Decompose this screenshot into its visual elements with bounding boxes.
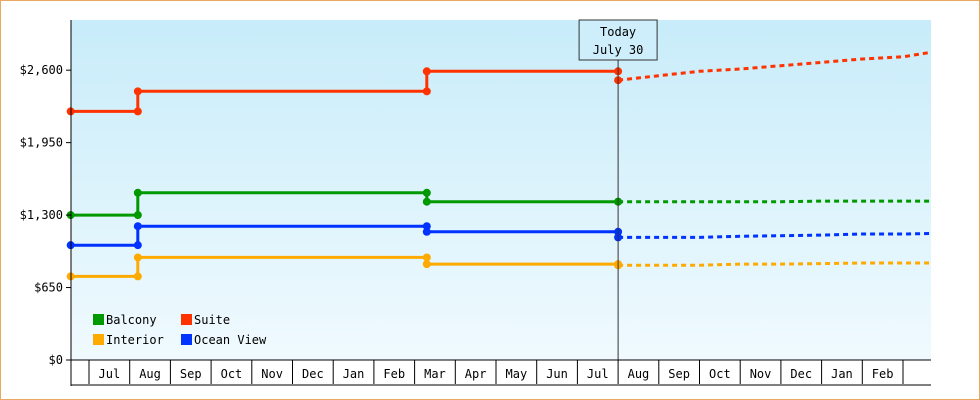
y-tick-label: $1,300 [20, 208, 63, 222]
series-suite-forecast-line [617, 50, 932, 82]
x-tick-label: Dec [790, 367, 812, 381]
x-tick-label: Feb [383, 367, 405, 381]
x-tick-label: May [506, 367, 528, 381]
series-ocean-view-forecast-line [618, 232, 932, 239]
y-axis-ticks: $0 $650 $1,300 $1,950 $2,600 [20, 63, 71, 367]
y-tick-label: $1,950 [20, 136, 63, 150]
legend-label-suite: Suite [194, 313, 230, 327]
series-ocean-view-point [422, 227, 431, 236]
series-suite-history-line [70, 69, 619, 113]
x-tick-label: Jan [831, 367, 853, 381]
series-interior-point [133, 253, 142, 262]
series-ocean-view-history-line [70, 224, 619, 247]
series-balcony-history-line [70, 191, 619, 217]
x-tick-label: Sep [668, 367, 690, 381]
series-ocean-view-point [133, 241, 142, 250]
x-tick-label: Nov [261, 367, 283, 381]
x-tick-label: Feb [872, 367, 894, 381]
series-interior-point [422, 260, 431, 269]
y-tick-label: $2,600 [20, 63, 63, 77]
x-tick-label: Jul [99, 367, 121, 381]
today-marker: Today July 30 [578, 19, 658, 61]
legend-swatch-interior [93, 334, 104, 345]
series-layer [66, 50, 932, 281]
series-balcony-point [133, 188, 142, 197]
y-tick-label: $650 [34, 281, 63, 295]
series-balcony-point [422, 197, 431, 206]
series-suite-point [133, 107, 142, 116]
series-suite-point [422, 87, 431, 96]
series-suite-point [133, 87, 142, 96]
series-balcony-point [422, 188, 431, 197]
legend-label-interior: Interior [106, 333, 164, 347]
x-tick-label: Jan [343, 367, 365, 381]
legend-swatch-ocean-view [181, 334, 192, 345]
x-tick-label: Jun [546, 367, 568, 381]
series-interior-point [422, 253, 431, 262]
legend-label-ocean-view: Ocean View [194, 333, 267, 347]
series-interior-history-line [70, 255, 619, 278]
today-label-line2: July 30 [593, 43, 644, 57]
x-tick-label: Oct [221, 367, 243, 381]
x-tick-label: Aug [139, 367, 161, 381]
x-tick-label: Jul [587, 367, 609, 381]
x-tick-label: Mar [424, 367, 446, 381]
series-suite-point [422, 67, 431, 76]
x-tick-label: Aug [628, 367, 650, 381]
legend-swatch-balcony [93, 314, 104, 325]
y-tick-label: $0 [49, 353, 63, 367]
today-label-line1: Today [600, 25, 636, 39]
x-tick-label: Nov [750, 367, 772, 381]
legend-label-balcony: Balcony [106, 313, 157, 327]
series-balcony-forecast-line [618, 199, 931, 204]
legend-swatch-suite [181, 314, 192, 325]
plot-area [71, 20, 931, 360]
x-tick-label: Dec [302, 367, 324, 381]
series-ocean-view-point [133, 222, 142, 231]
x-tick-label: Oct [709, 367, 731, 381]
x-tick-label: Sep [180, 367, 202, 381]
series-ocean-view-point [422, 222, 431, 231]
x-tick-label: Apr [465, 367, 487, 381]
series-interior-point [133, 272, 142, 281]
series-balcony-point [133, 211, 142, 220]
series-interior-forecast-line [618, 261, 931, 267]
legend: Balcony Suite Interior Ocean View [93, 313, 267, 347]
today-label-box [578, 19, 658, 61]
x-axis-ticks: Jul Aug Sep Oct Nov Dec Jan Feb Mar Apr May Jun Jul A… [71, 360, 931, 386]
